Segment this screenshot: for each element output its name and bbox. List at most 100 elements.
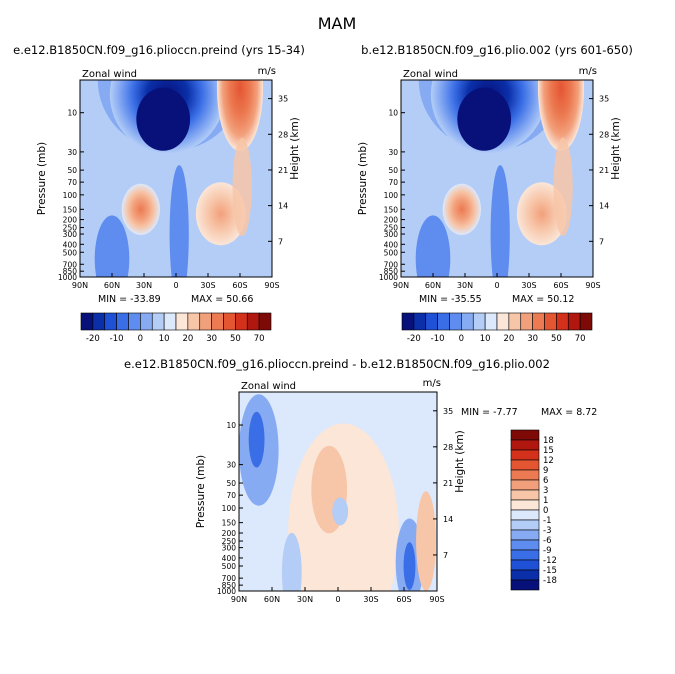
contour-fill xyxy=(401,80,593,277)
y-tick-label: 850 xyxy=(384,267,399,276)
colorbar-swatch xyxy=(496,312,510,331)
colorbar-swatch xyxy=(510,569,540,581)
y-tick-label: 500 xyxy=(384,248,399,257)
colorbar-swatch xyxy=(510,529,540,541)
y2-tick-label: 35 xyxy=(443,407,453,416)
colorbar-swatch xyxy=(199,312,212,331)
field-label: Zonal wind xyxy=(403,69,458,80)
y2-tick-label: 28 xyxy=(599,130,609,139)
y2-axis-label: Height (km) xyxy=(610,117,622,180)
y-tick-label: 400 xyxy=(222,554,237,563)
colorbar-swatch xyxy=(510,429,540,441)
colorbar-swatch xyxy=(510,549,540,561)
colorbar-swatch xyxy=(246,312,260,331)
colorbar-tick-label: 18 xyxy=(543,436,554,446)
field-label: Zonal wind xyxy=(241,381,296,392)
y2-tick-label: 21 xyxy=(278,166,288,175)
colorbar-tick-label: -9 xyxy=(543,546,551,556)
colorbar-swatch xyxy=(425,312,438,331)
panel-title: b.e12.B1850CN.f09_g16.plio.002 (yrs 601-… xyxy=(361,43,633,57)
colorbar-tick-label: -15 xyxy=(543,566,557,576)
y2-axis-label: Height (km) xyxy=(454,430,466,493)
southern-positive xyxy=(416,491,436,591)
y-axis-label: Pressure (mb) xyxy=(195,455,207,528)
colorbar-swatch xyxy=(116,312,129,331)
northern-negative-core xyxy=(248,411,265,468)
x-tick-label: 60S xyxy=(232,281,247,290)
y2-tick-label: 7 xyxy=(278,237,283,246)
southern-jet xyxy=(537,80,585,151)
colorbar-tick-label: 15 xyxy=(543,446,554,456)
x-tick-label: 60N xyxy=(425,281,441,290)
colorbar-swatch xyxy=(175,312,189,331)
equatorial-tongue xyxy=(490,165,510,277)
y-tick-label: 400 xyxy=(384,240,399,249)
x-tick-label: 0 xyxy=(335,595,340,604)
mid-lat-easterly xyxy=(94,215,130,277)
colorbar-swatch xyxy=(510,459,540,471)
heatmap-3: 90N 60N 30N 0 30S 60S 90S103050701001502002503… xyxy=(124,357,597,604)
colorbar-swatch xyxy=(532,312,545,331)
y2-tick-label: 35 xyxy=(599,95,609,104)
colorbar-tick-label: 9 xyxy=(543,466,548,476)
colorbar-swatch xyxy=(128,312,141,331)
x-tick-label: 60N xyxy=(264,595,280,604)
colorbar-tick-label: 20 xyxy=(503,334,514,344)
colorbar-tick-label: 50 xyxy=(551,334,562,344)
y2-tick-label: 21 xyxy=(599,166,609,175)
colorbar-swatch xyxy=(104,312,117,331)
y2-tick-label: 35 xyxy=(278,95,288,104)
y-tick-label: 10 xyxy=(226,421,236,430)
negative-center xyxy=(136,87,191,151)
max-label: MAX = 50.12 xyxy=(512,294,574,305)
colorbar-swatch xyxy=(401,312,415,331)
plots-layer: 90N 60N 30N 0 30S 60S 90S103050701001502002503… xyxy=(13,43,633,604)
y-tick-label: 10 xyxy=(67,109,77,118)
x-tick-label: 0 xyxy=(494,281,499,290)
heatmap-2: 90N 60N 30N 0 30S 60S 90S103050701001502002503… xyxy=(357,43,633,344)
y-tick-label: 10 xyxy=(388,109,398,118)
colorbar-swatch xyxy=(510,519,540,531)
colorbar-swatch xyxy=(223,312,236,331)
y2-tick-label: 14 xyxy=(443,515,453,524)
y-axis-label: Pressure (mb) xyxy=(36,142,48,215)
x-tick-label: 90S xyxy=(585,281,600,290)
min-label: MIN = -35.55 xyxy=(419,294,482,305)
panel-title: e.e12.B1850CN.f09_g16.plioccn.preind (yr… xyxy=(13,43,305,57)
colorbar-swatch xyxy=(510,539,540,551)
panel-title: e.e12.B1850CN.f09_g16.plioccn.preind - b… xyxy=(124,357,550,371)
northern-subtropical-jet xyxy=(442,183,481,235)
x-tick-label: 60N xyxy=(104,281,120,290)
x-tick-label: 30N xyxy=(457,281,473,290)
colorbar-tick-label: 50 xyxy=(230,334,241,344)
y-tick-label: 500 xyxy=(63,248,78,257)
positive-broad xyxy=(288,423,399,591)
y2-tick-label: 14 xyxy=(599,202,609,211)
y-tick-label: 30 xyxy=(226,461,236,470)
mid-negative xyxy=(281,532,302,591)
x-tick-label: 90N xyxy=(72,281,88,290)
colorbar-tick-label: -20 xyxy=(407,334,421,344)
x-tick-label: 30S xyxy=(200,281,215,290)
colorbar-tick-label: 0 xyxy=(138,334,143,344)
colorbar-tick-label: -10 xyxy=(431,334,445,344)
colorbar-tick-label: 0 xyxy=(459,334,464,344)
x-tick-label: 30S xyxy=(521,281,536,290)
y-tick-label: 250 xyxy=(384,224,399,233)
y-tick-label: 250 xyxy=(222,537,237,546)
colorbar-swatch xyxy=(508,312,522,331)
y-tick-label: 200 xyxy=(222,529,237,538)
x-tick-label: 90S xyxy=(264,281,279,290)
colorbar-swatch xyxy=(437,312,450,331)
colorbar-swatch xyxy=(510,559,540,571)
colorbar-tick-label: 70 xyxy=(575,334,586,344)
colorbar-swatch xyxy=(92,312,106,331)
y-tick-label: 70 xyxy=(226,491,236,500)
y-tick-label: 300 xyxy=(63,230,78,239)
colorbar-swatch xyxy=(449,312,462,331)
colorbar-swatch xyxy=(510,449,540,461)
colorbar-tick-label: -10 xyxy=(110,334,124,344)
field-label: Zonal wind xyxy=(82,69,137,80)
y-axis-label: Pressure (mb) xyxy=(357,142,369,215)
colorbar-tick-label: -6 xyxy=(543,536,551,546)
